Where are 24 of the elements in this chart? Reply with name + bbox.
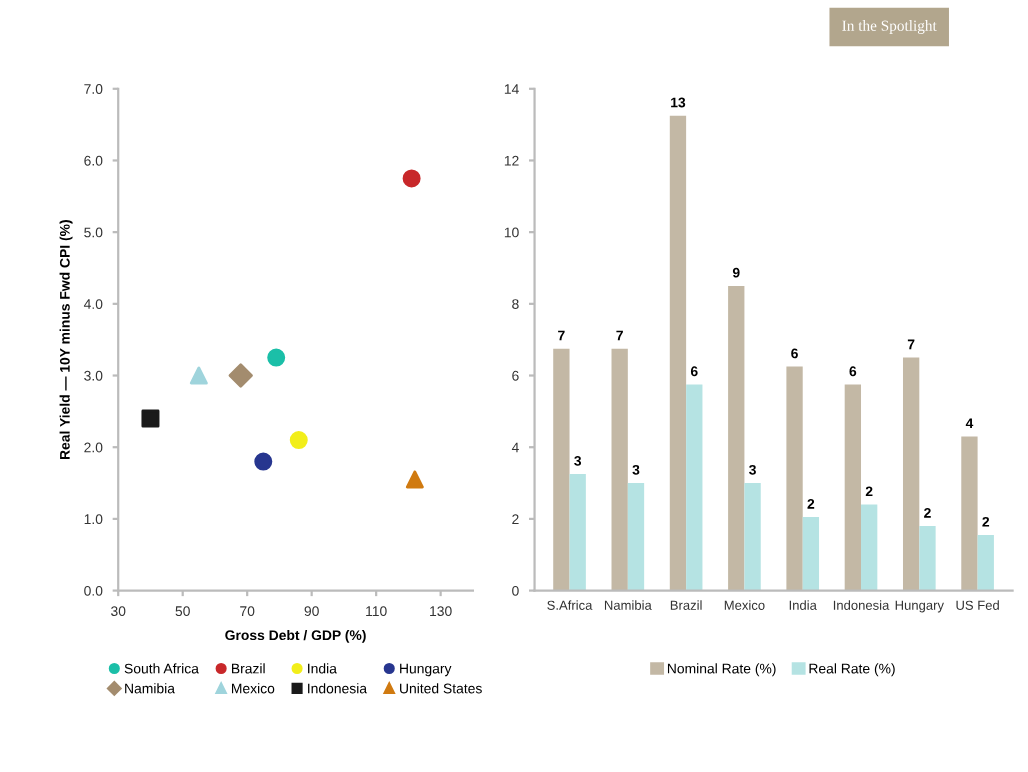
bar bbox=[961, 436, 978, 591]
bar bbox=[977, 535, 994, 591]
bar bbox=[553, 348, 570, 591]
bar bbox=[627, 483, 645, 591]
point bbox=[405, 470, 424, 489]
point bbox=[289, 431, 308, 450]
bar bbox=[728, 285, 745, 591]
point bbox=[141, 409, 160, 428]
bar bbox=[919, 526, 936, 591]
bar bbox=[802, 517, 820, 591]
bar bbox=[669, 115, 687, 591]
point bbox=[402, 169, 421, 188]
point bbox=[189, 366, 208, 385]
bar bbox=[844, 384, 862, 591]
bar bbox=[611, 348, 628, 591]
bar bbox=[902, 357, 920, 591]
bar bbox=[569, 474, 586, 591]
bar bbox=[686, 384, 703, 591]
bar bbox=[786, 366, 803, 591]
point bbox=[228, 363, 253, 388]
bar bbox=[861, 504, 878, 591]
point bbox=[267, 348, 286, 367]
point bbox=[254, 452, 273, 471]
bar bbox=[744, 483, 761, 591]
